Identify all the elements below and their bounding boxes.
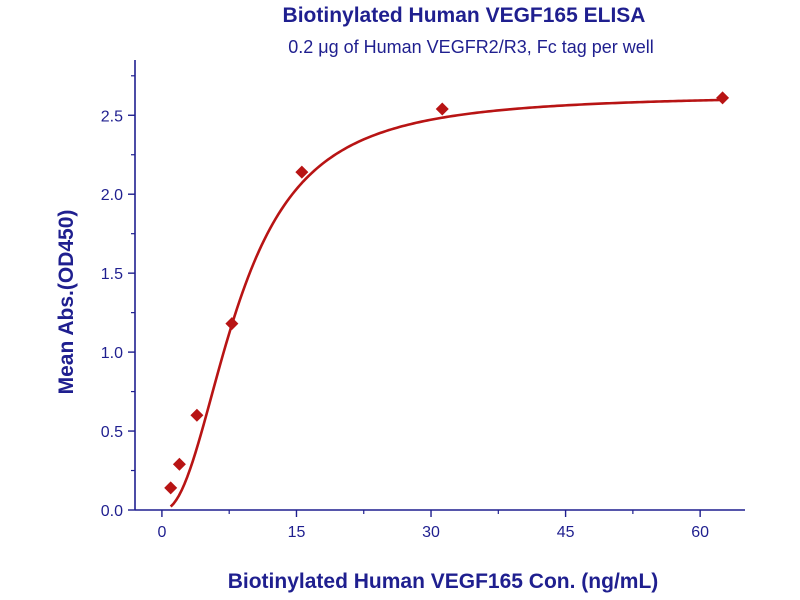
x-tick-label: 45 [557, 524, 575, 541]
y-tick-label: 0.0 [101, 503, 123, 520]
chart-title: Biotinylated Human VEGF165 ELISA [283, 4, 646, 27]
y-tick-label: 2.5 [101, 108, 123, 125]
tick-marks [128, 75, 701, 517]
data-point [164, 481, 178, 495]
x-tick-label: 30 [422, 524, 440, 541]
x-axis-label: Biotinylated Human VEGF165 Con. (ng/mL) [228, 570, 659, 593]
x-tick-label: 60 [691, 524, 709, 541]
data-point [225, 317, 239, 331]
data-point [435, 102, 449, 116]
data-point [295, 165, 309, 179]
chart-subtitle: 0.2 μg of Human VEGFR2/R3, Fc tag per we… [288, 37, 654, 57]
axes [134, 60, 745, 511]
y-axis-label: Mean Abs.(OD450) [55, 210, 78, 395]
y-tick-label: 1.0 [101, 345, 123, 362]
fit-curve [169, 98, 723, 508]
x-tick-label: 0 [157, 524, 166, 541]
y-tick-label: 1.5 [101, 266, 123, 283]
tick-labels: 0 15 30 45 60 0.0 0.5 1.0 1.5 2.0 2.5 [101, 108, 709, 541]
data-point [172, 457, 186, 471]
x-tick-label: 15 [288, 524, 306, 541]
y-tick-label: 2.0 [101, 187, 123, 204]
data-point [190, 408, 204, 422]
data-point [716, 91, 730, 105]
data-points [164, 91, 730, 495]
y-tick-label: 0.5 [101, 424, 123, 441]
